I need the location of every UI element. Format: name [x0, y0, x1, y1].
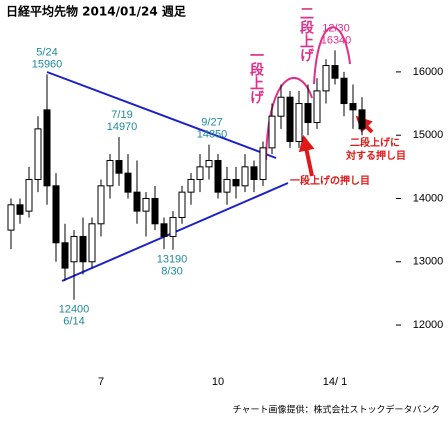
second-rise-label: 二段上げ [298, 6, 314, 63]
candle-body [331, 65, 339, 79]
peak-date: 8/30 [161, 266, 182, 278]
peak-date: 6/14 [63, 316, 84, 328]
candle-body [259, 147, 267, 180]
candle-body [313, 90, 321, 124]
candle-body [115, 160, 123, 174]
first-rise-arc [265, 77, 313, 161]
candle-body [205, 160, 213, 168]
candle-body [250, 166, 258, 180]
source: チャート画像提供：株式会社ストックデータバンク [233, 404, 440, 416]
peak-date: 9/27 [201, 117, 222, 129]
candle-body [52, 185, 60, 244]
candle-body [268, 115, 276, 149]
peak-value: 14970 [107, 121, 138, 133]
peak-value: 12400 [59, 304, 90, 316]
candle-body [34, 128, 42, 180]
candle-body [223, 178, 231, 193]
peak-date: 5/24 [36, 46, 57, 58]
resistance-line [46, 71, 277, 159]
second-dip-label: 二段上げに [350, 136, 400, 149]
candle-body [25, 178, 33, 212]
candle-body [70, 235, 78, 263]
candle-body [7, 204, 15, 231]
candle-body [79, 235, 87, 263]
candle-body [169, 216, 177, 237]
first-dip-label: 一段上げの押し目 [290, 174, 370, 187]
peak-value: 16340 [321, 34, 352, 46]
first-dip-arrow [298, 134, 315, 177]
candle-body [178, 191, 186, 218]
second-rise-arc [313, 26, 351, 85]
candle-body [97, 185, 105, 225]
candle-body [187, 178, 195, 193]
candle-body [43, 109, 51, 187]
peak-value: 13190 [157, 254, 188, 266]
candle-body [349, 103, 357, 111]
second-dip-label: 対する押し目 [345, 149, 406, 162]
candle-body [16, 204, 24, 215]
peak-date: 7/19 [111, 109, 132, 121]
candle-body [88, 223, 96, 263]
candle-body [322, 65, 330, 92]
candle-body [133, 191, 141, 212]
candle-body [214, 160, 222, 193]
candle-body [286, 96, 294, 143]
y-tick-label: 15000 [413, 129, 444, 141]
candle-body [340, 77, 348, 105]
candle-body [106, 160, 114, 187]
peak-value: 14850 [197, 129, 228, 141]
candle-body [124, 172, 132, 193]
candle-body [241, 166, 249, 187]
peak-date: 12/30 [322, 22, 350, 34]
x-tick-label: 7 [98, 376, 104, 388]
candle-body [304, 103, 312, 124]
candle-body [196, 166, 204, 180]
x-tick-label: 14/ 1 [323, 376, 347, 388]
y-tick-label: 14000 [413, 192, 444, 204]
x-tick-label: 10 [212, 376, 224, 388]
peak-value: 15960 [32, 58, 63, 70]
chart-title: 日経平均先物 2014/01/24 週足 [6, 4, 186, 19]
candle-body [160, 223, 168, 237]
candle-body [142, 197, 150, 212]
y-tick-label: 12000 [413, 319, 444, 331]
first-rise-label: 一段上げ [248, 48, 264, 105]
candle-body [295, 103, 303, 143]
y-tick-label: 13000 [413, 256, 444, 268]
candle-body [232, 178, 240, 187]
y-tick-label: 16000 [413, 66, 444, 78]
candle-body [277, 96, 285, 117]
candle-body [151, 197, 159, 225]
candle-body [358, 109, 366, 130]
candle-body [61, 242, 69, 269]
